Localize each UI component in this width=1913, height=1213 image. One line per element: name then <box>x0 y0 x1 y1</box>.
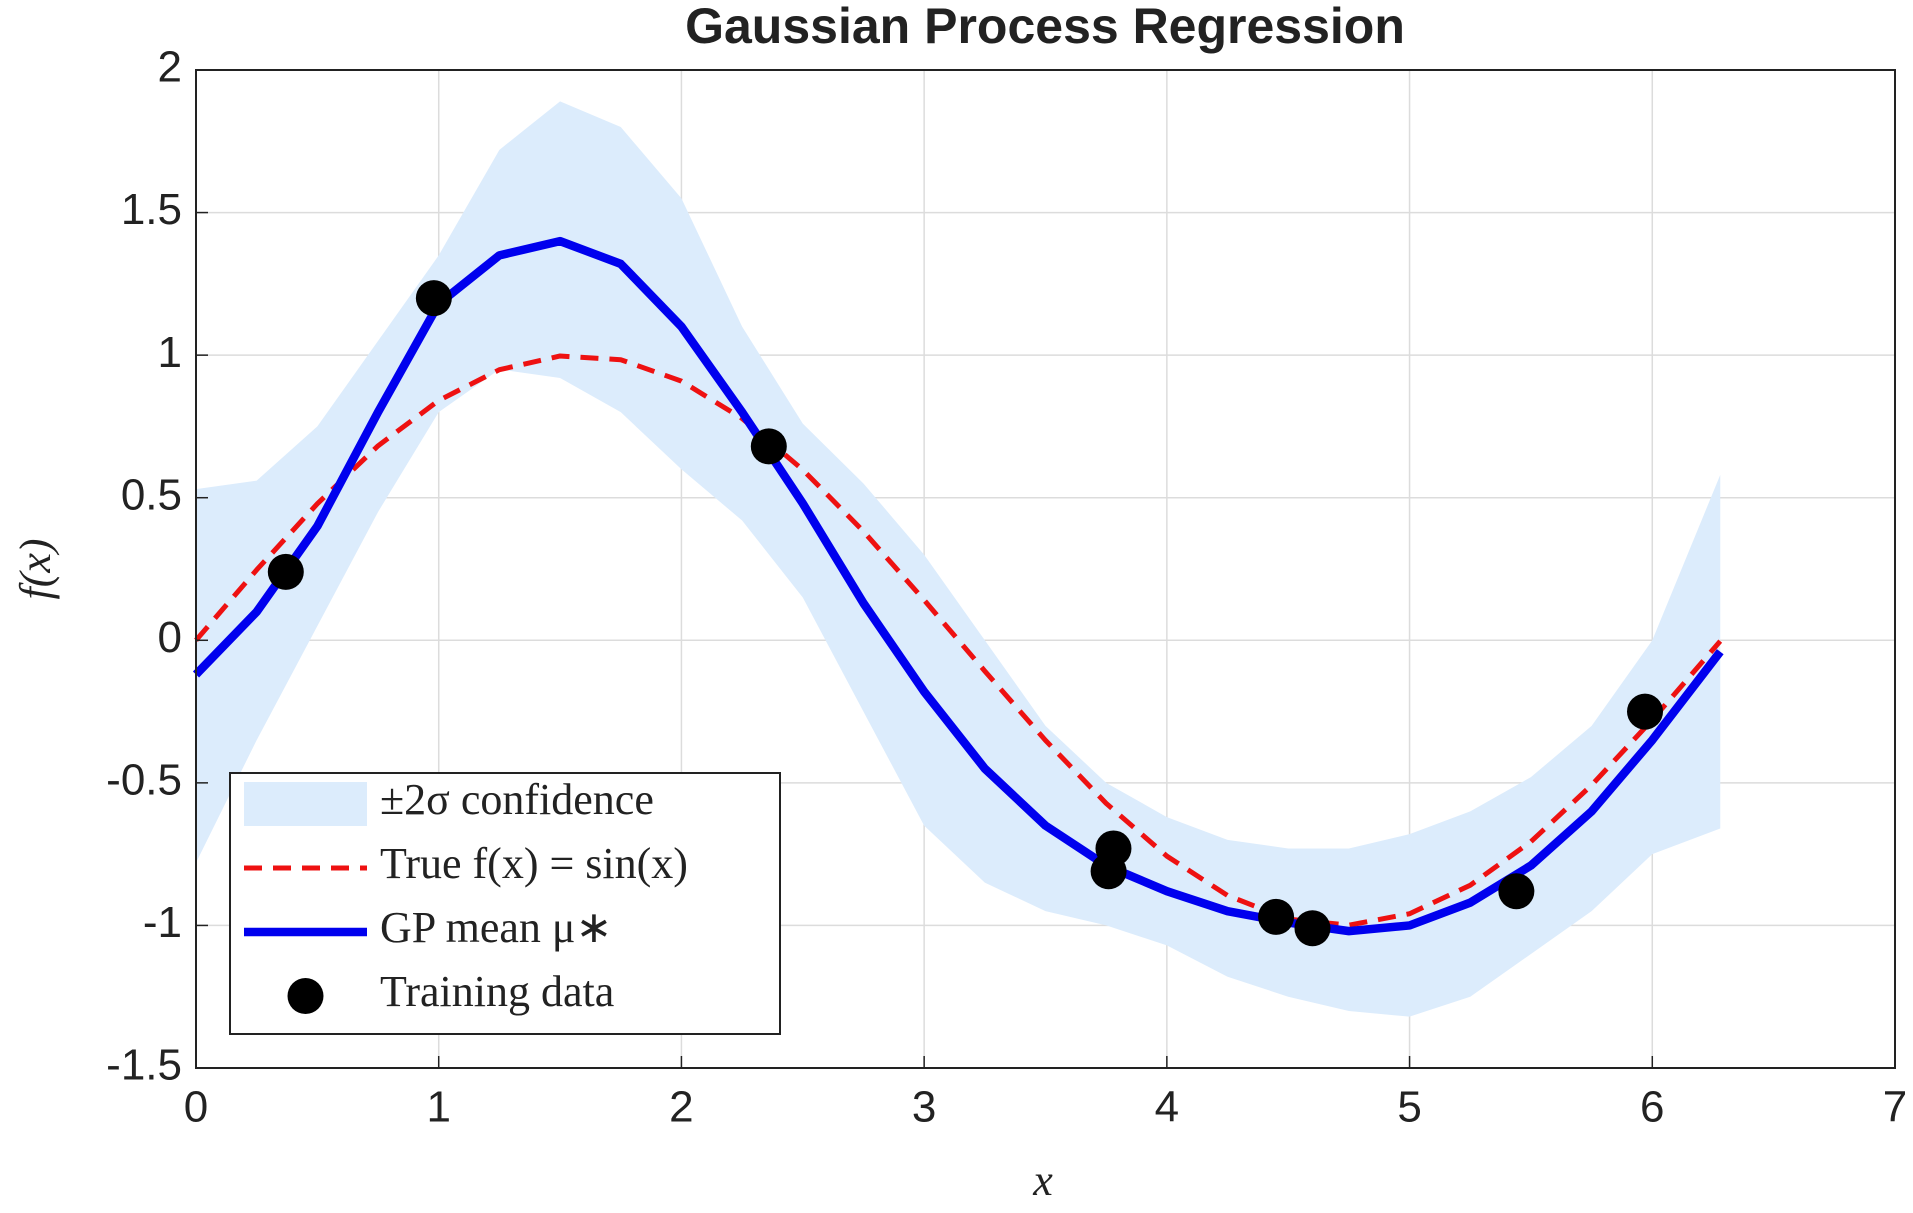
y-tick-label: 2 <box>158 43 182 92</box>
legend-label: GP mean μ∗ <box>380 903 612 952</box>
data-point <box>750 428 787 465</box>
legend-label: True f(x) = sin(x) <box>380 839 688 888</box>
x-tick-label: 7 <box>1883 1083 1907 1132</box>
x-tick-label: 1 <box>426 1083 450 1132</box>
y-tick-label: -0.5 <box>106 755 182 804</box>
x-tick-label: 0 <box>184 1083 208 1132</box>
data-point <box>1498 873 1535 910</box>
x-tick-label: 2 <box>669 1083 693 1132</box>
data-point <box>1258 898 1295 935</box>
legend-label: ±2σ confidence <box>380 775 654 824</box>
y-tick-label: 0.5 <box>121 470 182 519</box>
confidence-band <box>196 101 1721 1017</box>
y-axis-label: f(x) <box>11 538 60 599</box>
data-point <box>1294 910 1331 947</box>
data-point <box>415 280 452 317</box>
x-tick-label: 4 <box>1155 1083 1179 1132</box>
x-tick-label: 6 <box>1640 1083 1664 1132</box>
axes-box <box>195 69 1896 1069</box>
y-tick-label: -1 <box>143 898 182 947</box>
data-point <box>1090 853 1127 890</box>
data-point <box>1627 693 1664 730</box>
legend-swatch <box>287 978 324 1014</box>
chart-title: Gaussian Process Regression <box>685 0 1405 54</box>
line <box>194 353 1723 928</box>
y-tick-label: 1 <box>158 328 182 377</box>
x-tick-label: 5 <box>1397 1083 1421 1132</box>
data <box>192 101 1724 1017</box>
legend-swatch <box>244 782 367 826</box>
y-tick-label: 1.5 <box>121 185 182 234</box>
y-tick-label: -1.5 <box>106 1041 182 1090</box>
x-axis-label: x <box>1032 1156 1053 1205</box>
data-point <box>267 553 304 590</box>
legend-label: Training data <box>380 967 614 1016</box>
x-tick-label: 3 <box>912 1083 936 1132</box>
y-tick-label: 0 <box>158 613 182 662</box>
